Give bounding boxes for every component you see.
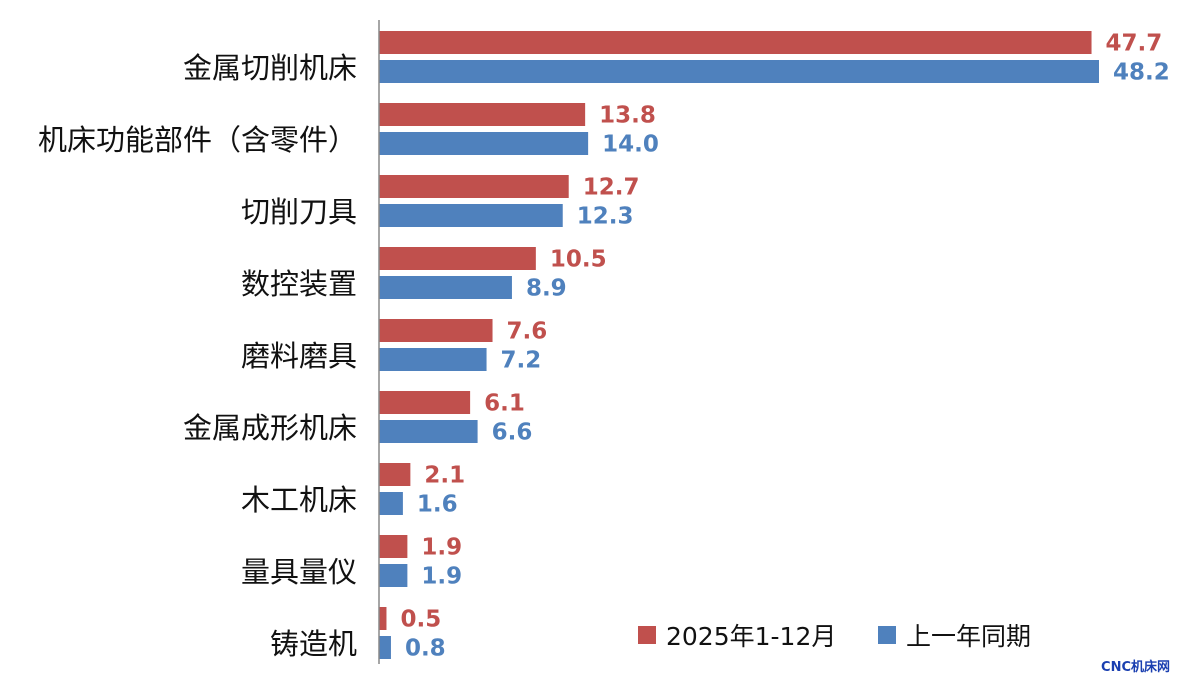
bar-previous-0 bbox=[379, 60, 1099, 83]
value-label-previous-4: 7.2 bbox=[501, 348, 542, 374]
value-label-current-3: 10.5 bbox=[550, 247, 607, 273]
bar-current-4 bbox=[379, 319, 493, 342]
bar-previous-7 bbox=[379, 564, 408, 587]
category-label-0: 金属切削机床 bbox=[183, 51, 357, 85]
bar-previous-8 bbox=[379, 636, 391, 659]
bar-current-6 bbox=[379, 463, 411, 486]
legend-swatch-previous bbox=[878, 626, 896, 644]
bar-previous-6 bbox=[379, 492, 403, 515]
legend-label-current: 2025年1-12月 bbox=[666, 622, 836, 651]
legend-label-previous: 上一年同期 bbox=[906, 622, 1031, 651]
value-label-current-4: 7.6 bbox=[507, 319, 548, 345]
value-label-previous-3: 8.9 bbox=[526, 276, 567, 302]
bar-current-5 bbox=[379, 391, 471, 414]
watermark-text: CNC机床网 bbox=[1101, 660, 1170, 675]
value-label-previous-7: 1.9 bbox=[421, 564, 462, 590]
bar-current-2 bbox=[379, 175, 569, 198]
value-label-current-5: 6.1 bbox=[484, 391, 525, 417]
bar-current-3 bbox=[379, 247, 536, 270]
value-label-previous-2: 12.3 bbox=[577, 204, 634, 230]
value-label-current-1: 13.8 bbox=[599, 103, 656, 129]
value-label-current-7: 1.9 bbox=[421, 535, 462, 561]
category-label-6: 木工机床 bbox=[241, 483, 357, 517]
value-label-previous-1: 14.0 bbox=[602, 132, 659, 158]
value-label-previous-5: 6.6 bbox=[492, 420, 533, 446]
category-label-2: 切削刀具 bbox=[241, 195, 357, 229]
labels-layer: 47.7 48.2 金属切削机床 13.8 14.0 机床功能部件（含零件） 12.7 12.… bbox=[38, 31, 1170, 662]
bar-current-0 bbox=[379, 31, 1092, 54]
category-label-4: 磨料磨具 bbox=[241, 339, 357, 373]
value-label-previous-6: 1.6 bbox=[417, 492, 458, 518]
bar-current-1 bbox=[379, 103, 586, 126]
category-label-1: 机床功能部件（含零件） bbox=[38, 123, 357, 157]
value-label-current-6: 2.1 bbox=[424, 463, 465, 489]
bar-previous-5 bbox=[379, 420, 478, 443]
bars-layer bbox=[379, 31, 1099, 659]
category-label-5: 金属成形机床 bbox=[183, 411, 357, 445]
bar-previous-1 bbox=[379, 132, 589, 155]
legend: 2025年1-12月 上一年同期 bbox=[638, 622, 1031, 651]
legend-swatch-current bbox=[638, 626, 656, 644]
bar-previous-4 bbox=[379, 348, 487, 371]
bar-previous-2 bbox=[379, 204, 563, 227]
bar-current-7 bbox=[379, 535, 408, 558]
bar-previous-3 bbox=[379, 276, 512, 299]
value-label-previous-8: 0.8 bbox=[405, 636, 446, 662]
bar-current-8 bbox=[379, 607, 387, 630]
category-label-7: 量具量仪 bbox=[241, 555, 357, 589]
category-label-3: 数控装置 bbox=[241, 267, 357, 301]
value-label-current-8: 0.5 bbox=[400, 607, 441, 633]
category-label-8: 铸造机 bbox=[270, 627, 357, 661]
value-label-previous-0: 48.2 bbox=[1113, 60, 1170, 86]
value-label-current-2: 12.7 bbox=[583, 175, 640, 201]
value-label-current-0: 47.7 bbox=[1106, 31, 1163, 57]
